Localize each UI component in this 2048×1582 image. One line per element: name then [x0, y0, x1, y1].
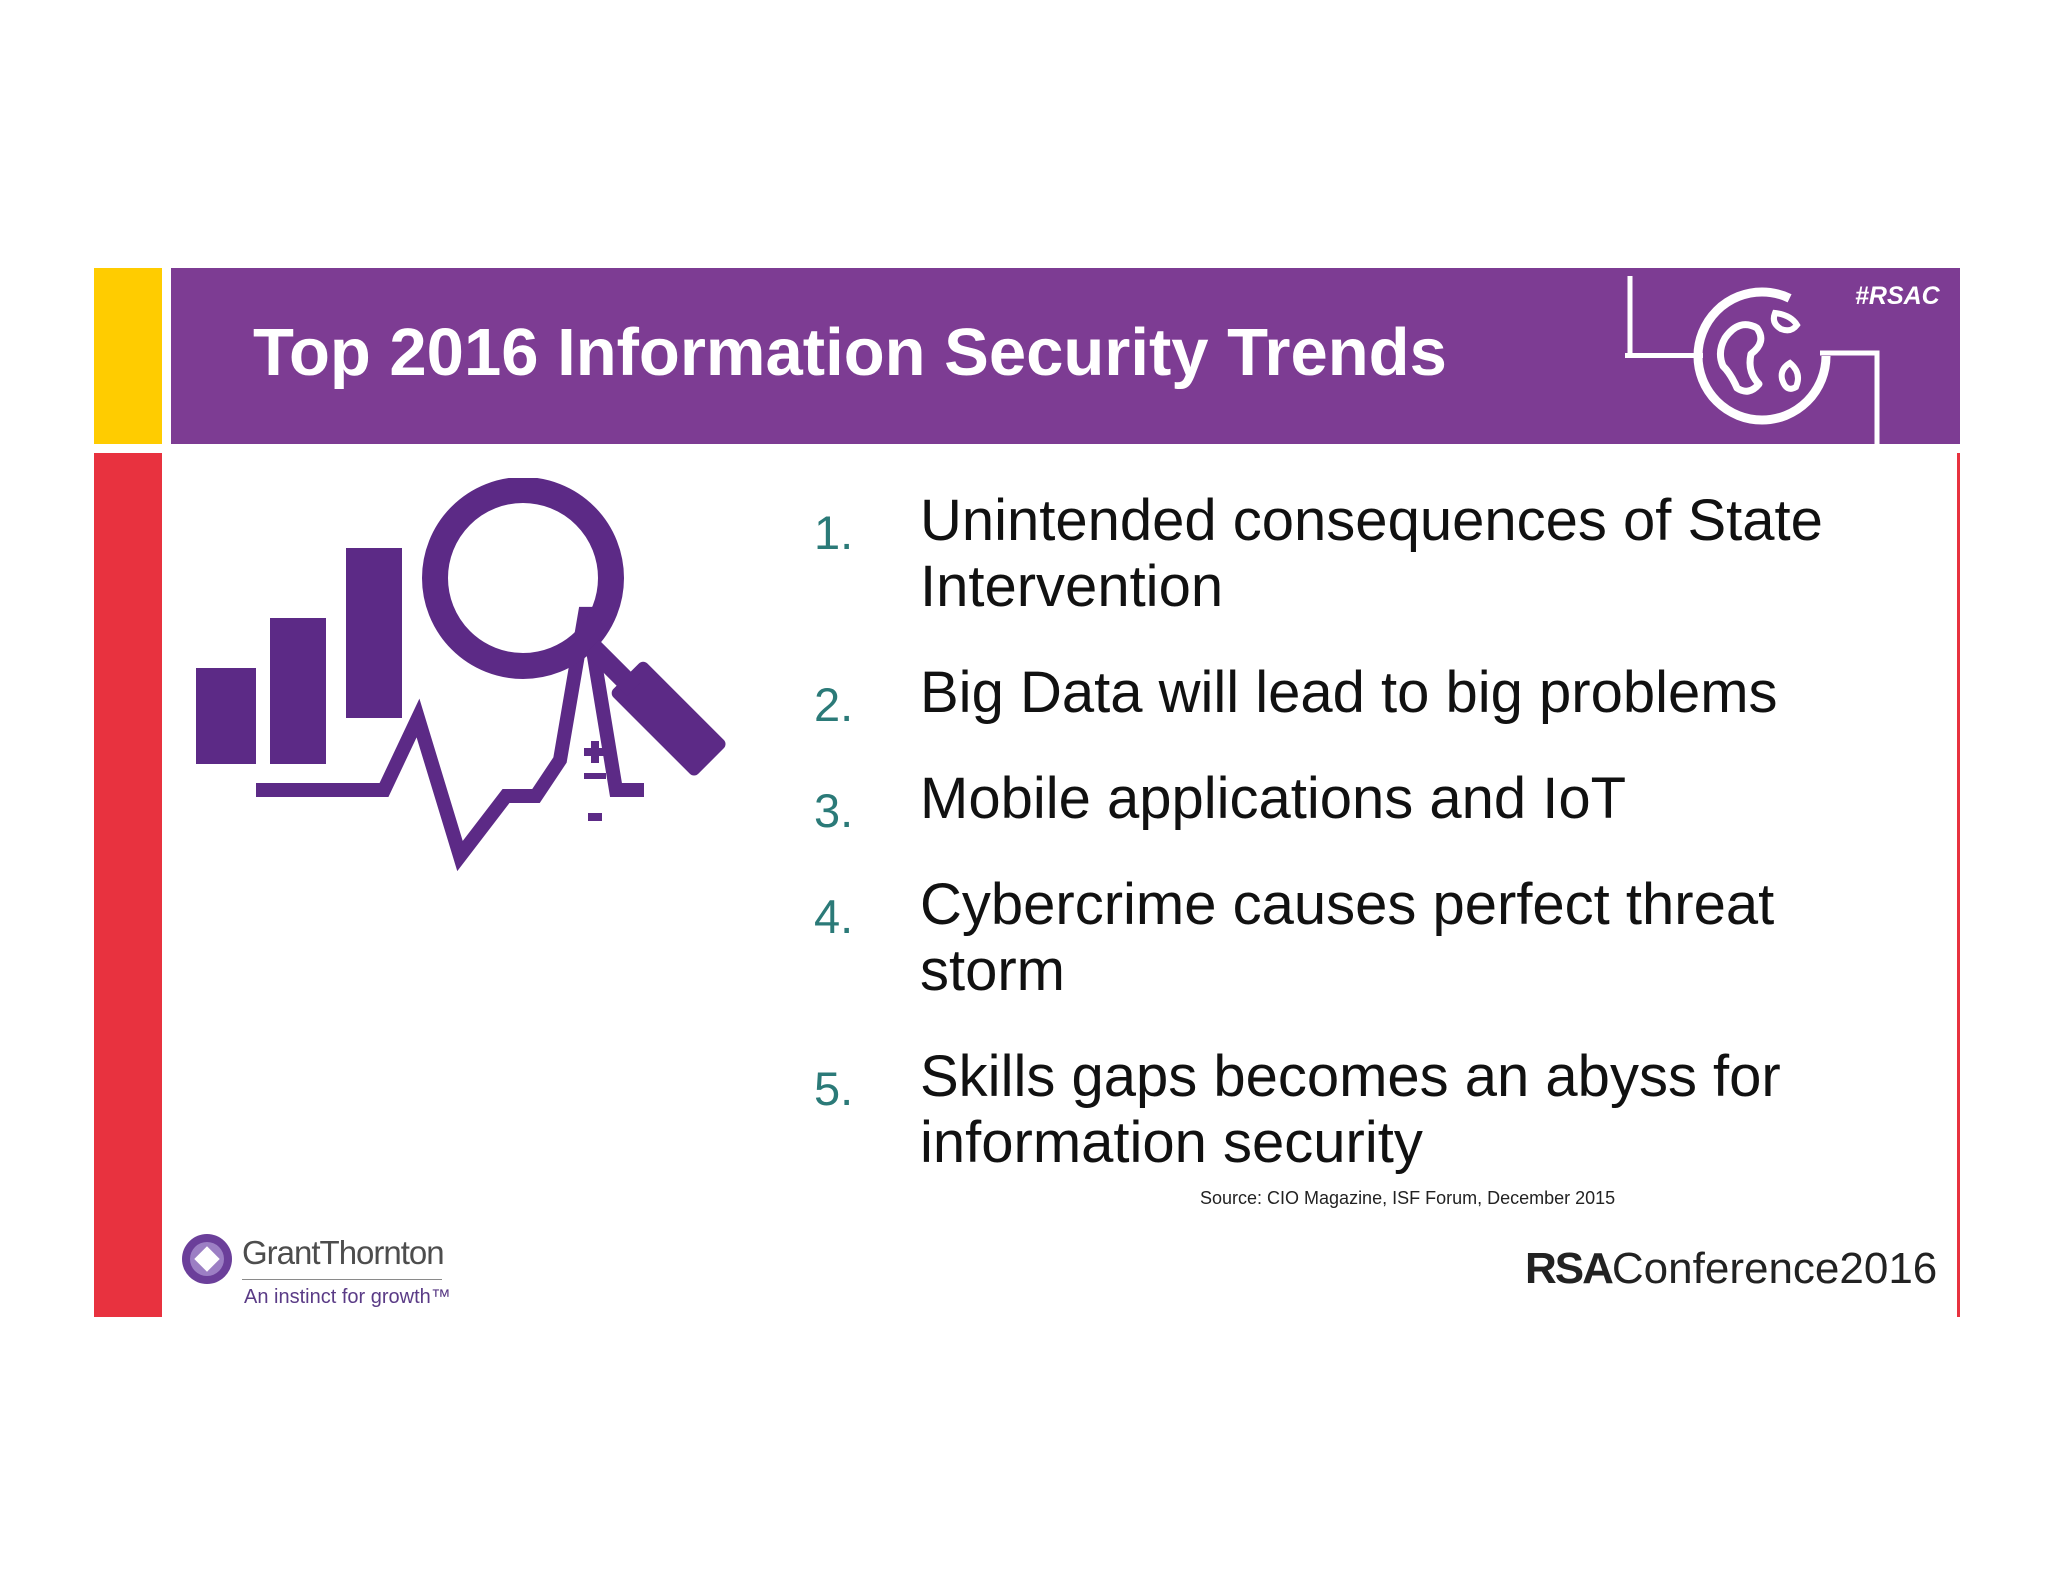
rsac-hashtag: #RSAC	[1855, 282, 1940, 310]
item-number: 4.	[814, 890, 854, 943]
grant-thornton-tagline: An instinct for growth™	[244, 1286, 451, 1308]
item-number: 1.	[814, 506, 854, 559]
item-text: Mobile applications and IoT	[920, 766, 1627, 831]
conference-wordmark: Conference2016	[1611, 1244, 1938, 1293]
list-item: 3. Mobile applications and IoT	[810, 766, 1930, 837]
grant-thornton-logo: GrantThornton An instinct for growth™	[180, 1230, 460, 1320]
list-item: 5. Skills gaps becomes an abyss for info…	[810, 1044, 1930, 1176]
list-item: 1. Unintended consequences of State Inte…	[810, 488, 1930, 620]
list-item: 4. Cybercrime causes perfect threat stor…	[810, 872, 1930, 1004]
item-text: Cybercrime causes perfect threat storm	[920, 872, 1775, 1003]
item-number: 5.	[814, 1062, 854, 1115]
accent-stripe-red	[94, 453, 162, 1317]
slide-title: Top 2016 Information Security Trends	[253, 315, 1447, 390]
item-text: Skills gaps becomes an abyss for informa…	[920, 1044, 1781, 1175]
item-number: 2.	[814, 678, 854, 731]
item-text: Big Data will lead to big problems	[920, 660, 1778, 725]
item-number: 3.	[814, 784, 854, 837]
analytics-magnifier-icon	[196, 478, 726, 872]
item-text: Unintended consequences of State Interve…	[920, 488, 1823, 619]
logo-divider	[242, 1279, 442, 1280]
grant-thornton-mark-icon	[182, 1234, 232, 1284]
globe-icon	[1625, 276, 1880, 444]
accent-stripe-yellow	[94, 268, 162, 444]
grant-thornton-name: GrantThornton	[242, 1234, 445, 1271]
rsa-conference-logo: RSAConference2016	[1525, 1244, 1937, 1294]
list-item: 2. Big Data will lead to big problems	[810, 660, 1930, 731]
source-note: Source: CIO Magazine, ISF Forum, Decembe…	[1200, 1188, 1616, 1208]
right-border-line	[1957, 453, 1960, 1317]
rsa-wordmark: RSA	[1525, 1244, 1614, 1293]
trend-list: 1. Unintended consequences of State Inte…	[810, 488, 1930, 1216]
